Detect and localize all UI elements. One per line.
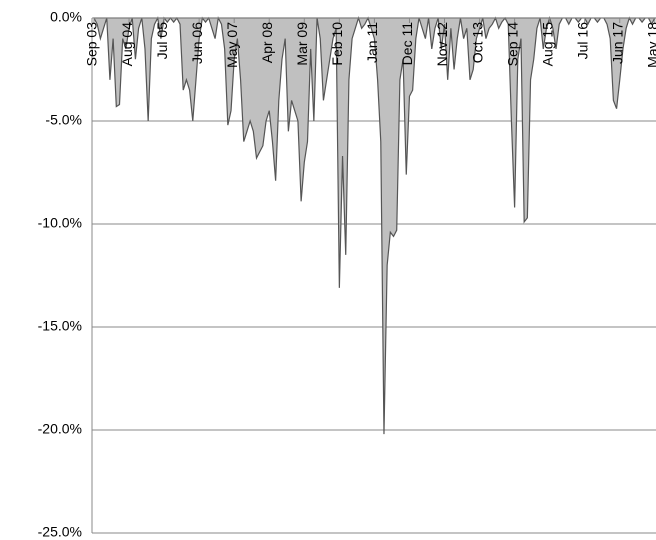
y-tick-label: -20.0% [38, 421, 82, 437]
x-tick-label: Jul 16 [574, 22, 590, 60]
x-tick-label: Mar 09 [294, 22, 310, 66]
y-tick-label: -25.0% [38, 524, 82, 540]
y-tick-label: -10.0% [38, 215, 82, 231]
x-tick-label: Nov 12 [434, 22, 450, 67]
x-tick-label: Dec 11 [399, 22, 415, 66]
area [93, 15, 656, 435]
x-tick-label: Aug 15 [539, 22, 555, 67]
x-tick-label: Sep 14 [504, 22, 520, 67]
x-tick-label: Apr 08 [259, 22, 275, 63]
x-tick-label: Oct 13 [469, 22, 485, 63]
y-tick-label: 0.0% [50, 9, 82, 25]
x-tick-label: Jul 05 [154, 22, 170, 60]
x-tick-label: Jan 11 [364, 22, 380, 63]
y-tick-label: -15.0% [38, 318, 82, 334]
x-tick-label: May 07 [224, 22, 240, 68]
x-tick-label: Sep 03 [84, 22, 100, 67]
x-tick-label: May 18 [645, 22, 656, 68]
x-tick-label: Aug 04 [119, 22, 135, 67]
x-tick-label: Jun 17 [609, 22, 625, 64]
x-tick-label: Feb 10 [329, 22, 345, 66]
y-tick-label: -5.0% [45, 112, 82, 128]
x-tick-label: Jun 06 [189, 22, 205, 64]
